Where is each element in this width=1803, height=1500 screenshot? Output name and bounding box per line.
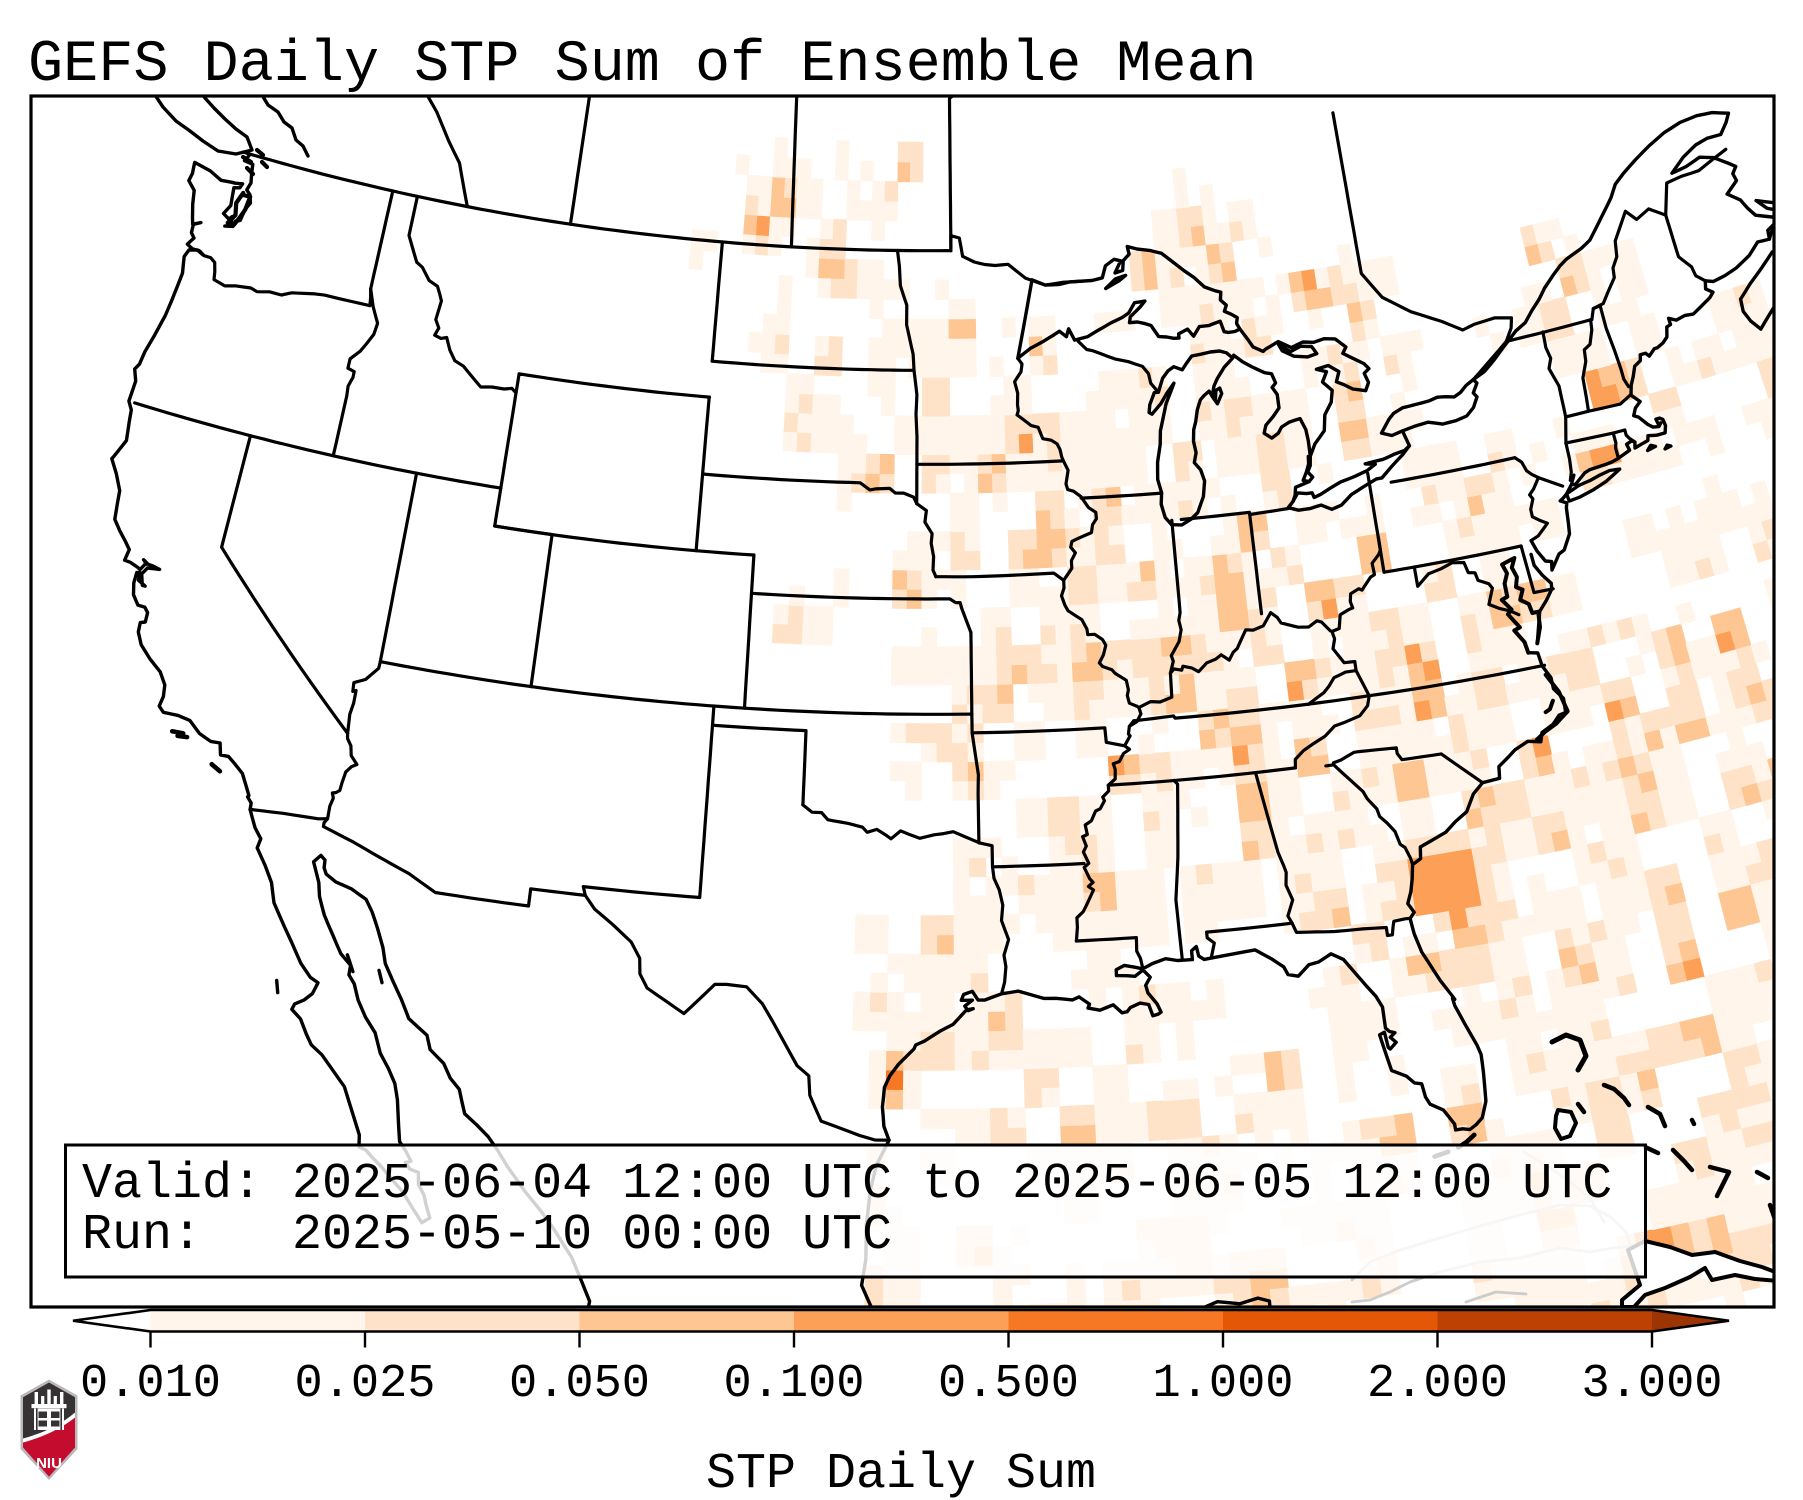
svg-text:2.000: 2.000 (1367, 1358, 1508, 1411)
svg-text:0.010: 0.010 (80, 1358, 221, 1411)
svg-text:NIU: NIU (36, 1455, 62, 1472)
svg-text:1.000: 1.000 (1152, 1358, 1293, 1411)
svg-text:GEFS Daily STP Sum of Ensemble: GEFS Daily STP Sum of Ensemble Mean (28, 31, 1257, 98)
svg-text:0.025: 0.025 (294, 1358, 435, 1411)
svg-text:0.100: 0.100 (723, 1358, 864, 1411)
svg-text:0.050: 0.050 (509, 1358, 650, 1411)
svg-text:0.500: 0.500 (938, 1358, 1079, 1411)
svg-text:Run: 2025-05-10 00:00 UTC: Run: 2025-05-10 00:00 UTC (82, 1207, 892, 1264)
svg-text:STP Daily Sum: STP Daily Sum (706, 1446, 1096, 1500)
svg-text:3.000: 3.000 (1581, 1358, 1722, 1411)
svg-text:Valid: 2025-06-04 12:00 UTC to: Valid: 2025-06-04 12:00 UTC to 2025-06-0… (82, 1156, 1612, 1213)
